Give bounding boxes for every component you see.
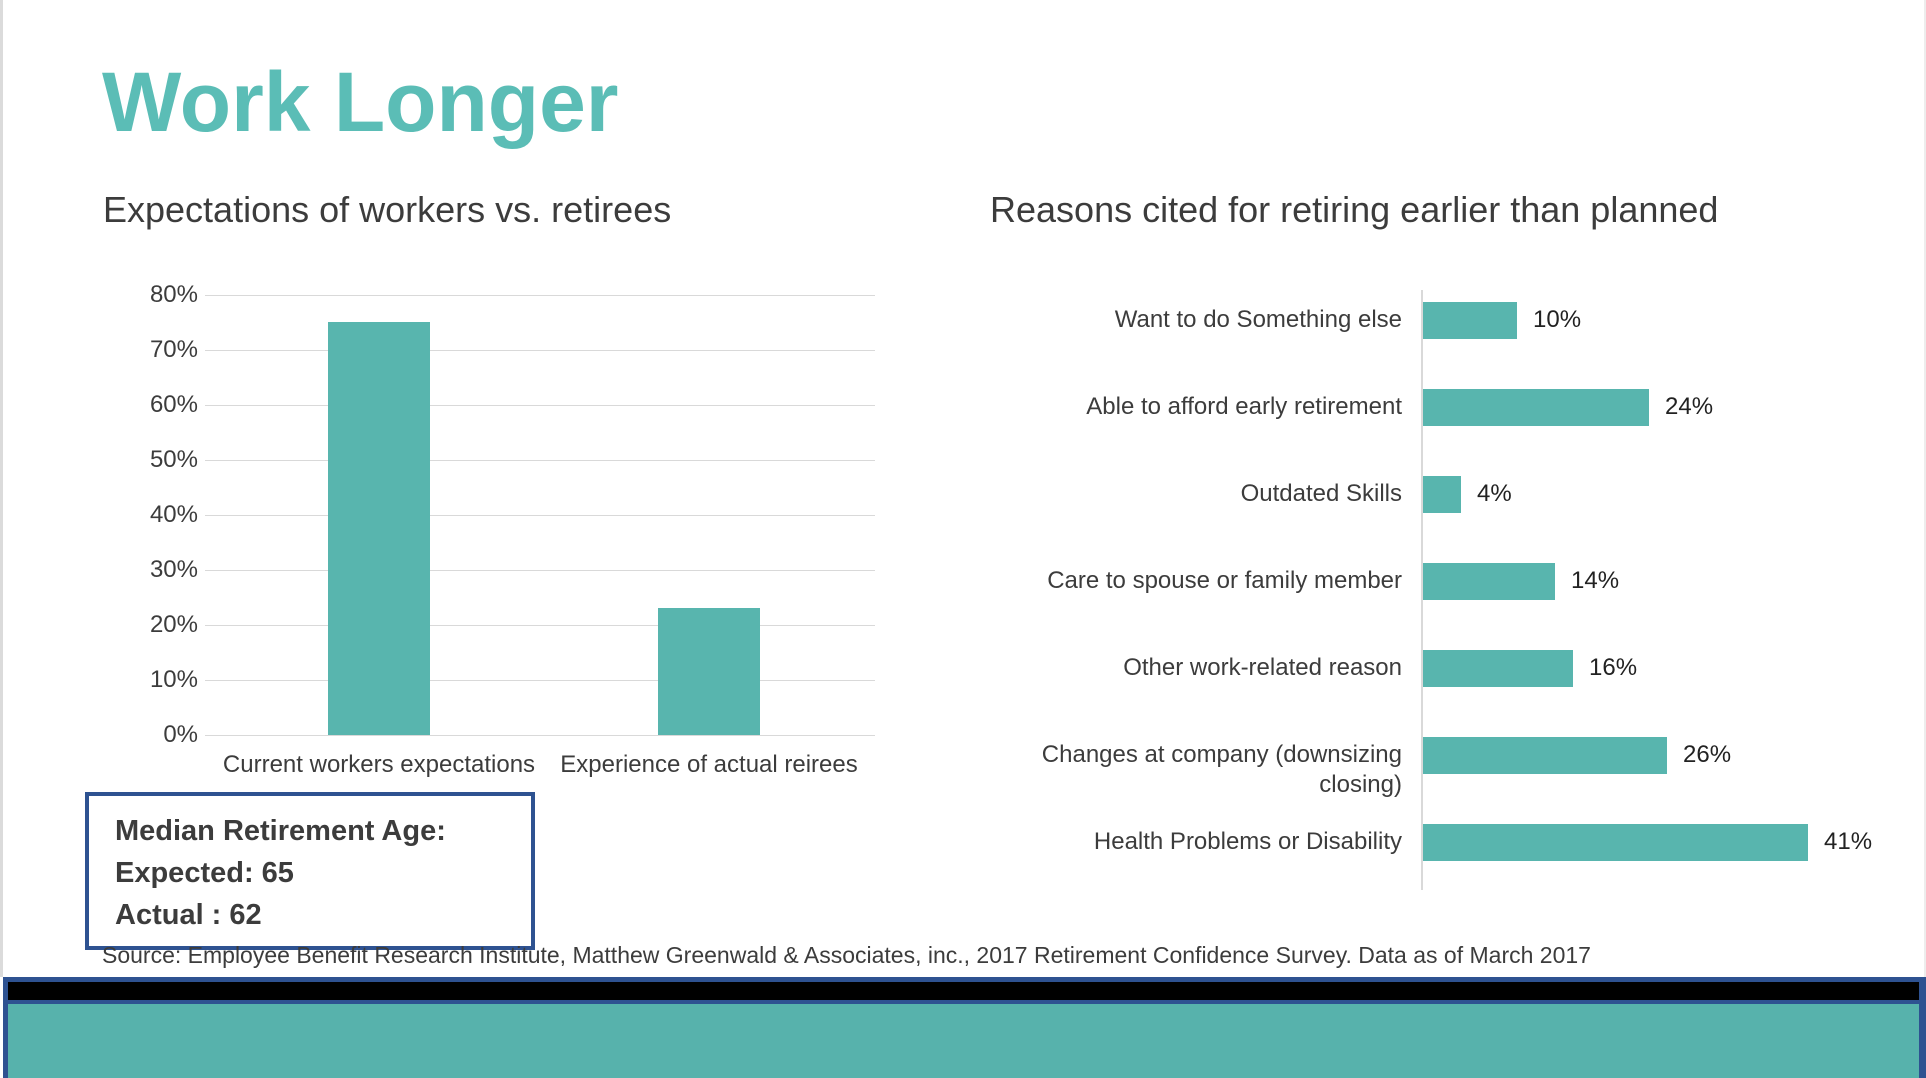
right-chart-title: Reasons cited for retiring earlier than … [990, 189, 1719, 230]
chart-bar [1423, 475, 1461, 513]
value-label: 24% [1665, 393, 1714, 420]
next-slide-edge [3, 977, 1926, 1078]
gridline [205, 405, 875, 406]
chart-bar [1423, 736, 1667, 774]
y-axis-tick: 10% [149, 666, 198, 693]
category-label: Want to do Something else [1114, 306, 1402, 333]
value-label: 41% [1824, 828, 1873, 855]
chart-bar [328, 322, 430, 735]
value-label: 14% [1571, 567, 1620, 594]
chart-bar [1423, 388, 1649, 426]
y-axis-tick: 0% [163, 721, 198, 748]
next-slide-teal-area [8, 1004, 1919, 1078]
gridline [205, 625, 875, 626]
gridline [205, 735, 875, 736]
category-axis-line [1421, 290, 1423, 890]
gridline [205, 295, 875, 296]
median-retirement-age-box: Median Retirement Age: Expected: 65 Actu… [85, 792, 535, 950]
source-citation: Source: Employee Benefit Research Instit… [102, 942, 1591, 968]
median-box-title: Median Retirement Age: [115, 815, 446, 847]
workers-vs-retirees-chart: 80% 70% 60% 50% 40% 30% 20% 10% 0% Current worker… [140, 280, 885, 795]
y-axis-tick: 60% [149, 391, 198, 418]
chart-bar [1423, 562, 1555, 600]
chart-bar [658, 608, 760, 735]
category-label: Experience of actual reirees [560, 751, 858, 778]
y-axis-tick: 70% [149, 336, 198, 363]
chart-bar [1423, 823, 1808, 861]
left-chart-title: Expectations of workers vs. retirees [103, 189, 672, 230]
chart-bar [1423, 649, 1573, 687]
median-actual-age: Actual : 62 [115, 899, 262, 931]
gridline [205, 350, 875, 351]
category-label: Outdated Skills [1240, 480, 1402, 507]
chart-bar [1423, 301, 1517, 339]
next-slide-black-strip [8, 982, 1919, 1000]
category-label: Changes at company (downsizing closing) [1041, 741, 1402, 798]
y-axis-tick: 20% [149, 611, 198, 638]
gridline [205, 680, 875, 681]
median-expected-age: Expected: 65 [115, 857, 294, 889]
left-edge-strip [0, 0, 3, 977]
value-label: 26% [1683, 741, 1732, 768]
right-edge-strip [1924, 0, 1926, 977]
gridline [205, 460, 875, 461]
category-label: Able to afford early retirement [1086, 393, 1402, 420]
value-label: 4% [1477, 480, 1512, 507]
y-axis-tick: 50% [149, 446, 198, 473]
category-label: Other work-related reason [1123, 654, 1402, 681]
slide-title: Work Longer [102, 55, 619, 149]
category-label: Health Problems or Disability [1093, 828, 1402, 855]
y-axis-tick: 40% [149, 501, 198, 528]
category-label: Care to spouse or family member [1047, 567, 1402, 594]
value-label: 16% [1589, 654, 1638, 681]
y-axis-tick: 80% [149, 281, 198, 308]
gridline [205, 515, 875, 516]
category-label: Current workers expectations [222, 751, 536, 778]
y-axis-tick: 30% [149, 556, 198, 583]
early-retirement-reasons-chart: Want to do Something else 10% Able to affo… [980, 285, 1910, 905]
gridline [205, 570, 875, 571]
value-label: 10% [1533, 306, 1582, 333]
